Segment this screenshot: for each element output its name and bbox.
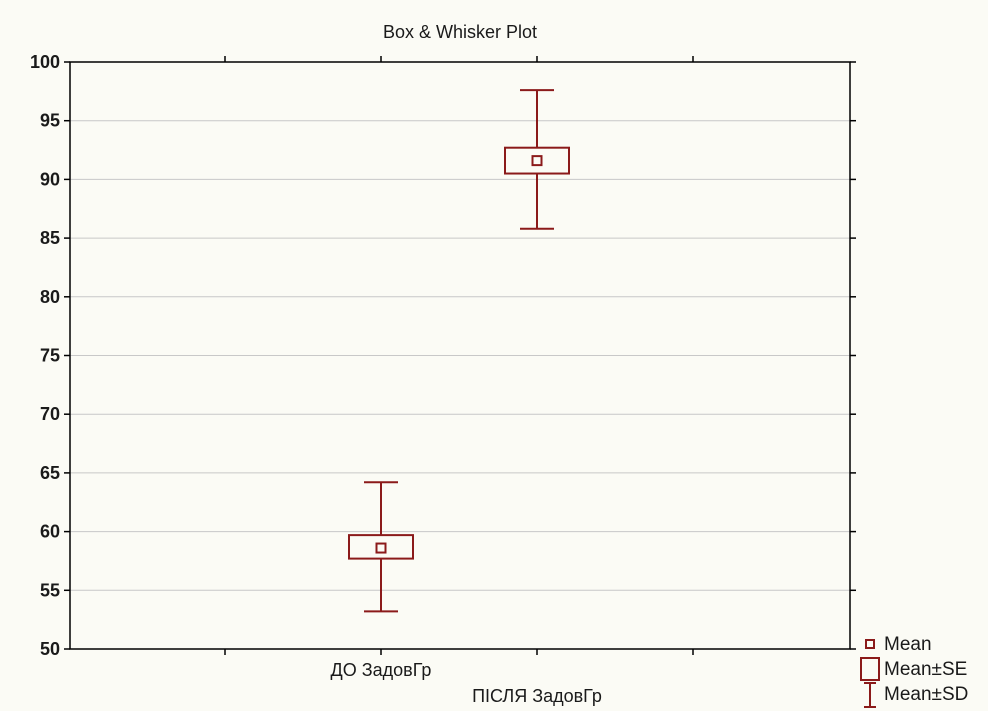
y-tick-label: 85 (40, 228, 60, 248)
y-tick-label: 50 (40, 639, 60, 659)
legend-mean-icon (865, 639, 875, 649)
grid-lines (70, 120, 850, 591)
y-tick-label: 100 (30, 52, 60, 72)
y-tick-label: 70 (40, 404, 60, 424)
mean-marker (531, 155, 543, 167)
legend-label: Mean±SE (884, 659, 967, 680)
y-tick-label: 65 (40, 463, 60, 483)
y-tick-label: 80 (40, 287, 60, 307)
y-axis: 50 55 60 65 70 75 80 85 90 95 100 (30, 52, 856, 659)
y-tick-label: 90 (40, 169, 60, 189)
legend-box-icon (860, 657, 880, 681)
box-series (348, 89, 570, 613)
se-box (348, 534, 414, 560)
box-group (348, 481, 414, 613)
y-tick-label: 60 (40, 522, 60, 542)
mean-marker (375, 542, 387, 554)
y-tick-label: 95 (40, 111, 60, 131)
x-category-label: ДО ЗадовГр (331, 660, 432, 680)
x-category-label: ПІСЛЯ ЗадовГр (472, 686, 602, 706)
legend-label: Mean±SD (884, 684, 968, 705)
x-axis: ДО ЗадовГр ПІСЛЯ ЗадовГр (224, 56, 694, 706)
legend-label: Mean (884, 634, 932, 655)
legend: Mean Mean±SE Mean±SD (860, 634, 968, 708)
y-tick-label: 75 (40, 346, 60, 366)
se-box (504, 146, 570, 175)
box-group (504, 89, 570, 230)
y-tick-label: 55 (40, 580, 60, 600)
chart-title: Box & Whisker Plot (383, 22, 537, 42)
